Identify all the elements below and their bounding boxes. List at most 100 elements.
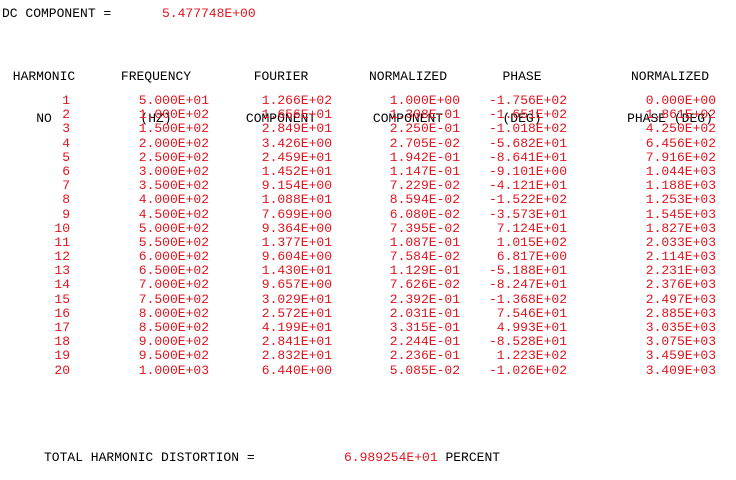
normalized-component-cell: 2.250E-01: [389, 121, 460, 137]
harmonic-no-cell: 16: [54, 305, 70, 321]
harmonic-table: 1 5.000E+01 1.266E+02 1.000E+00 -1.756E+02 0.…: [0, 93, 736, 378]
frequency-cell: 1.000E+02: [138, 107, 209, 123]
table-row: 17 8.500E+02 4.199E+01 3.315E-01 4.993E+01 3.…: [0, 320, 736, 335]
fourier-component-cell: 2.841E+01: [261, 334, 332, 350]
frequency-cell: 5.000E+02: [138, 220, 209, 236]
normalized-phase-cell: 1.861E+02: [645, 107, 716, 123]
phase-cell: -8.528E+01: [488, 334, 567, 350]
normalized-phase-cell: 0.000E+00: [645, 93, 716, 108]
fourier-component-cell: 2.459E+01: [261, 149, 332, 165]
table-row: 20 1.000E+03 6.440E+00 5.085E-02 -1.026E+02 3…: [0, 362, 736, 378]
frequency-cell: 6.500E+02: [138, 263, 209, 279]
fourier-component-cell: 9.364E+00: [261, 220, 332, 236]
table-row: 2 1.000E+02 1.656E+01 1.308E-01 -1.651E+02 1.…: [0, 107, 736, 123]
header-line: COMPONENT: [372, 111, 444, 126]
harmonic-no-cell: 17: [54, 320, 70, 335]
header-line: (HZ): [140, 111, 172, 126]
table-row: 1 5.000E+01 1.266E+02 1.000E+00 -1.756E+02 0.…: [0, 93, 736, 108]
normalized-phase-cell: 2.885E+03: [645, 305, 716, 321]
phase-cell: 7.124E+01: [496, 220, 567, 236]
normalized-phase-cell: 1.044E+03: [645, 163, 716, 179]
header-normalized-component: NORMALIZED COMPONENT: [350, 42, 466, 140]
fourier-component-cell: 9.154E+00: [261, 178, 332, 194]
frequency-cell: 7.000E+02: [138, 277, 209, 293]
frequency-cell: 6.000E+02: [138, 249, 209, 265]
table-row: 16 8.000E+02 2.572E+01 2.031E-01 7.546E+01 2.…: [0, 305, 736, 321]
fourier-component-cell: 7.699E+00: [261, 206, 332, 222]
header-line: PHASE (DEG): [627, 111, 713, 126]
header-line: FOURIER: [253, 69, 309, 84]
table-row: 7 3.500E+02 9.154E+00 7.229E-02 -4.121E+01 1.…: [0, 178, 736, 194]
normalized-component-cell: 2.031E-01: [389, 305, 460, 321]
harmonic-no-cell: 9: [62, 206, 70, 222]
phase-cell: -1.651E+02: [488, 107, 567, 123]
phase-cell: -3.573E+01: [488, 206, 567, 222]
normalized-phase-cell: 1.545E+03: [645, 206, 716, 222]
phase-cell: -1.026E+02: [488, 362, 567, 378]
frequency-cell: 4.000E+02: [138, 192, 209, 208]
phase-cell: -1.368E+02: [488, 291, 567, 307]
frequency-cell: 3.500E+02: [138, 178, 209, 194]
normalized-phase-cell: 2.231E+03: [645, 263, 716, 279]
fourier-component-cell: 9.657E+00: [261, 277, 332, 293]
phase-cell: -4.121E+01: [488, 178, 567, 194]
fourier-component-cell: 3.426E+00: [261, 135, 332, 151]
harmonic-no-cell: 4: [62, 135, 70, 151]
fourier-component-cell: 1.377E+01: [261, 234, 332, 250]
header-line: (DEG): [502, 111, 542, 126]
harmonic-no-cell: 8: [62, 192, 70, 208]
fourier-component-cell: 4.199E+01: [261, 320, 332, 335]
phase-cell: 1.223E+02: [496, 348, 567, 364]
fourier-component-cell: 1.266E+02: [261, 93, 332, 108]
harmonic-no-cell: 19: [54, 348, 70, 364]
normalized-phase-cell: 2.376E+03: [645, 277, 716, 293]
table-row: 6 3.000E+02 1.452E+01 1.147E-01 -9.101E+00 1.…: [0, 163, 736, 179]
frequency-cell: 4.500E+02: [138, 206, 209, 222]
phase-cell: -1.522E+02: [488, 192, 567, 208]
fourier-component-cell: 1.452E+01: [261, 163, 332, 179]
header-line: HARMONIC: [12, 69, 76, 84]
normalized-component-cell: 6.080E-02: [389, 206, 460, 222]
harmonic-no-cell: 15: [54, 291, 70, 307]
table-row: 12 6.000E+02 9.604E+00 7.584E-02 6.817E+00 2.…: [0, 249, 736, 265]
normalized-phase-cell: 6.456E+02: [645, 135, 716, 151]
table-row: 19 9.500E+02 2.832E+01 2.236E-01 1.223E+02 3.…: [0, 348, 736, 364]
normalized-component-cell: 2.244E-01: [389, 334, 460, 350]
normalized-phase-cell: 3.035E+03: [645, 320, 716, 335]
fourier-component-cell: 1.088E+01: [261, 192, 332, 208]
normalized-phase-cell: 4.250E+02: [645, 121, 716, 137]
harmonic-no-cell: 12: [54, 249, 70, 265]
table-row: 14 7.000E+02 9.657E+00 7.626E-02 -8.247E+01 2…: [0, 277, 736, 293]
normalized-phase-cell: 3.459E+03: [645, 348, 716, 364]
normalized-phase-cell: 2.033E+03: [645, 234, 716, 250]
harmonic-no-cell: 13: [54, 263, 70, 279]
fourier-component-cell: 6.440E+00: [261, 362, 332, 378]
fourier-component-cell: 1.656E+01: [261, 107, 332, 123]
dc-component-line: DC COMPONENT = 5.477748E+00: [2, 7, 256, 21]
harmonic-no-cell: 5: [62, 149, 70, 165]
phase-cell: 4.993E+01: [496, 320, 567, 335]
header-fourier-component: FOURIER COMPONENT: [228, 42, 334, 140]
normalized-component-cell: 8.594E-02: [389, 192, 460, 208]
normalized-component-cell: 3.315E-01: [389, 320, 460, 335]
harmonic-no-cell: 3: [62, 121, 70, 137]
table-row: 11 5.500E+02 1.377E+01 1.087E-01 1.015E+02 2.…: [0, 234, 736, 250]
normalized-component-cell: 7.584E-02: [389, 249, 460, 265]
frequency-cell: 5.000E+01: [138, 93, 209, 108]
normalized-phase-cell: 1.188E+03: [645, 178, 716, 194]
phase-cell: -8.641E+01: [488, 149, 567, 165]
header-harmonic-no: HARMONIC NO: [2, 42, 86, 140]
table-row: 9 4.500E+02 7.699E+00 6.080E-02 -3.573E+01 1.…: [0, 206, 736, 222]
header-line: NORMALIZED: [368, 69, 447, 84]
phase-cell: -9.101E+00: [488, 163, 567, 179]
fourier-component-cell: 2.849E+01: [261, 121, 332, 137]
fourier-component-cell: 2.572E+01: [261, 305, 332, 321]
header-line: NO: [36, 111, 52, 126]
frequency-cell: 8.500E+02: [138, 320, 209, 335]
frequency-cell: 8.000E+02: [138, 305, 209, 321]
frequency-cell: 2.500E+02: [138, 149, 209, 165]
frequency-cell: 5.500E+02: [138, 234, 209, 250]
normalized-component-cell: 1.147E-01: [389, 163, 460, 179]
table-row: 4 2.000E+02 3.426E+00 2.705E-02 -5.682E+01 6.…: [0, 135, 736, 151]
header-phase: PHASE (DEG): [476, 42, 568, 140]
